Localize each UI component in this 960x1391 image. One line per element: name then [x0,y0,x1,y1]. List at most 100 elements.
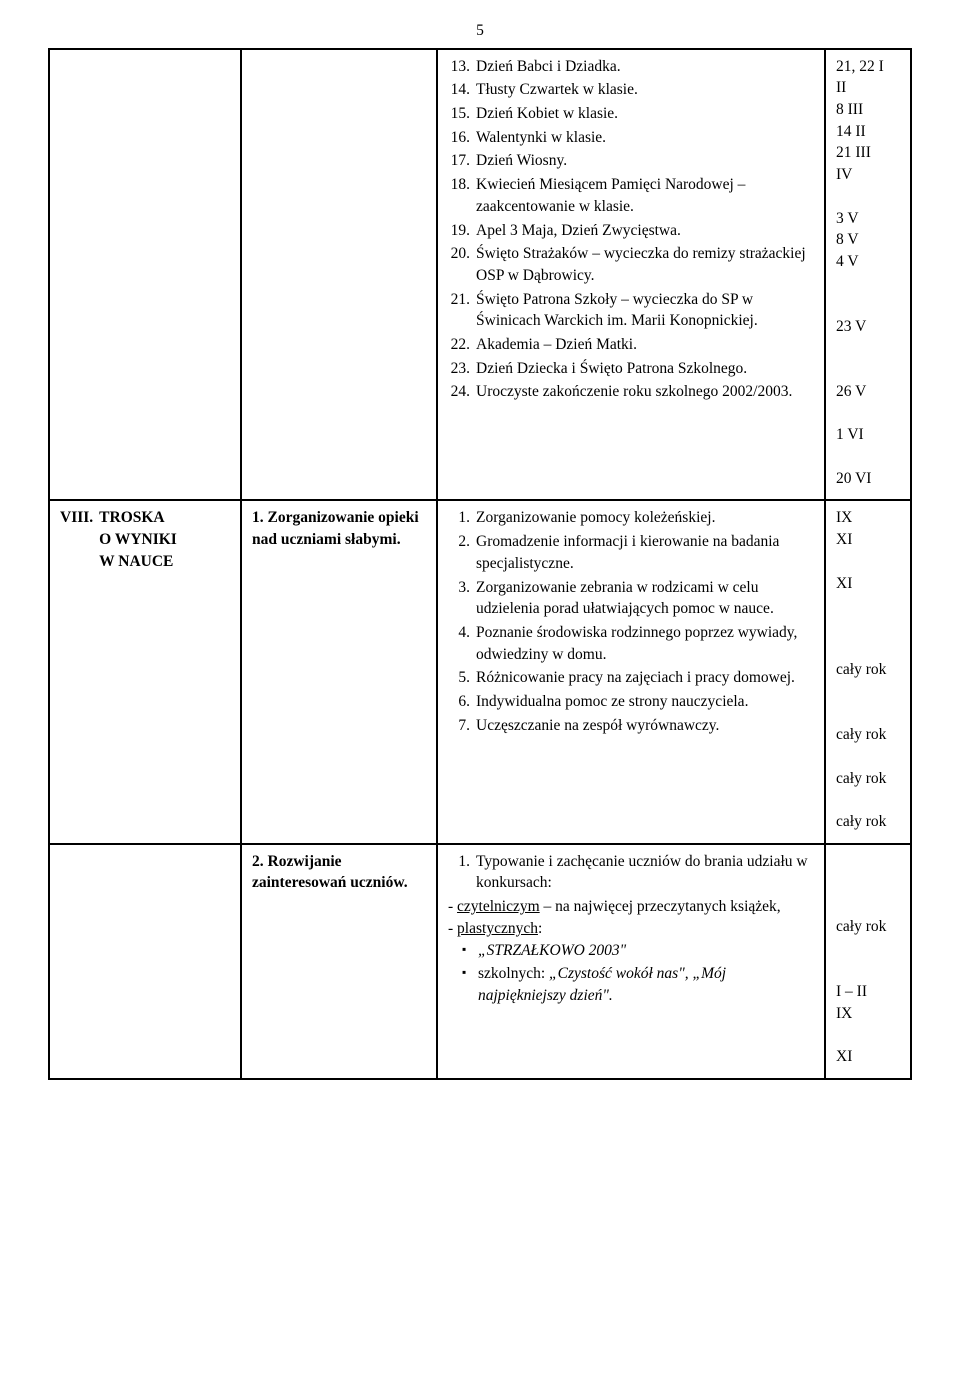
list-item: 18. Kwiecień Miesiącem Pamięci Narodowej … [448,174,814,217]
item-text: Rozwijanie zainteresowań uczniów. [252,853,408,892]
list-item: 3.Zorganizowanie zebrania w rodzicami w … [448,577,814,620]
item-number: 16. [448,127,470,149]
time-value: 23 V [836,316,900,338]
list-item: 1.Zorganizowanie pomocy koleżeńskiej. [448,507,814,529]
item-text: Typowanie i zachęcanie uczniów do brania… [476,851,814,894]
page-number: 5 [48,20,912,42]
time-spacer [836,186,900,208]
time-spacer [836,294,900,316]
time-spacer [836,594,900,616]
item-number: 5. [448,667,470,689]
item-text: Dzień Dziecka i Święto Patrona Szkolnego… [476,358,747,380]
cell-col3: 1.Zorganizowanie pomocy koleżeńskiej.2.G… [437,500,825,843]
item-number: 23. [448,358,470,380]
list-item: 14.Tłusty Czwartek w klasie. [448,79,814,101]
event-list: 13. Dzień Babci i Dziadka.14.Tłusty Czwar… [448,56,814,403]
time-value: cały rok [836,768,900,790]
time-value: 1 VI [836,424,900,446]
time-value: XI [836,529,900,551]
time-value: cały rok [836,811,900,833]
item-number: 14. [448,79,470,101]
item-text: Zorganizowanie opieki nad uczniami słaby… [252,509,419,548]
item-number: 1. [448,851,470,894]
item-text: Indywidualna pomoc ze strony nauczyciela… [476,691,748,713]
cell-col3: 1. Typowanie i zachęcanie uczniów do bra… [437,844,825,1079]
time-spacer [836,338,900,360]
time-spacer [836,681,900,703]
cell-col1 [49,844,241,1079]
konkurs-label: plastycznych [457,920,538,937]
item-number: 22. [448,334,470,356]
time-value: IV [836,164,900,186]
time-value: 4 V [836,251,900,273]
time-spacer [836,959,900,981]
item-text: Święto Patrona Szkoły – wycieczka do SP … [476,289,814,332]
cell-col3: 13. Dzień Babci i Dziadka.14.Tłusty Czwar… [437,49,825,501]
col2-item: 2. Rozwijanie zainteresowań uczniów. [252,851,426,894]
time-value: 3 V [836,208,900,230]
item-text: Różnicowanie pracy na zajęciach i pracy … [476,667,795,689]
item-number: 13. [448,56,470,78]
list-item: 20.Święto Strażaków – wycieczka do remiz… [448,243,814,286]
list-item: 21. Święto Patrona Szkoły – wycieczka do … [448,289,814,332]
time-value [836,789,900,811]
heading-line: O WYNIKI [99,531,177,548]
list-item: 7. Uczęszczanie na zespół wyrównawczy. [448,715,814,737]
time-value: IX [836,507,900,529]
list-item: 17.Dzień Wiosny. [448,150,814,172]
item-number: 18. [448,174,470,217]
item-text: Uczęszczanie na zespół wyrównawczy. [476,715,719,737]
list-item: 13. Dzień Babci i Dziadka. [448,56,814,78]
time-value [836,746,900,768]
cell-col1 [49,49,241,501]
col2-item: 1. Zorganizowanie opieki nad uczniami sł… [252,507,426,550]
item-text: Gromadzenie informacji i kierowanie na b… [476,531,814,574]
item-number: 20. [448,243,470,286]
time-value [836,403,900,425]
item-number: 7. [448,715,470,737]
list-item: „STRZAŁKOWO 2003" [462,940,814,962]
time-spacer [836,872,900,894]
table-row: 13. Dzień Babci i Dziadka.14.Tłusty Czwar… [49,49,911,501]
cell-col4: 21, 22 III8 III14 II21 IIIIV 3 V8 V4 V 2… [825,49,911,501]
time-spacer [836,359,900,381]
time-value: II [836,77,900,99]
item-text: Dzień Babci i Dziadka. [476,56,621,78]
item-number: 24. [448,381,470,403]
time-value: 8 III [836,99,900,121]
item-text: Kwiecień Miesiącem Pamięci Narodowej – z… [476,174,814,217]
time-value: IX [836,1003,900,1025]
time-value: cały rok [836,916,900,938]
cell-col1: VIII. TROSKA O WYNIKI W NAUCE [49,500,241,843]
list-item: 15.Dzień Kobiet w klasie. [448,103,814,125]
section-title: TROSKA O WYNIKI W NAUCE [99,507,177,572]
list-item: 4.Poznanie środowiska rodzinnego poprzez… [448,622,814,665]
item-text: Akademia – Dzień Matki. [476,334,637,356]
item-number: 4. [448,622,470,665]
list-item: 23. Dzień Dziecka i Święto Patrona Szkoln… [448,358,814,380]
time-spacer [836,851,900,873]
konkurs-colon: : [538,920,542,937]
time-value: I – II [836,981,900,1003]
time-value [836,446,900,468]
time-list: IXXI XI cały rok cały rok cały rok cały … [836,507,900,832]
konkurs-label: czytelniczym [457,898,540,915]
item-number: 1. [448,507,470,529]
list-item: 2.Gromadzenie informacji i kierowanie na… [448,531,814,574]
time-value: cały rok [836,659,900,681]
plan-table: 13. Dzień Babci i Dziadka.14.Tłusty Czwar… [48,48,912,1080]
table-row: 2. Rozwijanie zainteresowań uczniów. 1. … [49,844,911,1079]
time-value: 21, 22 I [836,56,900,78]
item-number: 21. [448,289,470,332]
time-spacer [836,1024,900,1046]
cell-col4: IXXI XI cały rok cały rok cały rok cały … [825,500,911,843]
item-number: 1. [252,509,264,526]
time-value: 14 II [836,121,900,143]
time-value [836,703,900,725]
item-number: 2. [448,531,470,574]
event-list: 1. Typowanie i zachęcanie uczniów do bra… [448,851,814,894]
item-text: Poznanie środowiska rodzinnego poprzez w… [476,622,814,665]
heading-line: W NAUCE [99,553,173,570]
time-spacer [836,616,900,638]
time-value [836,638,900,660]
